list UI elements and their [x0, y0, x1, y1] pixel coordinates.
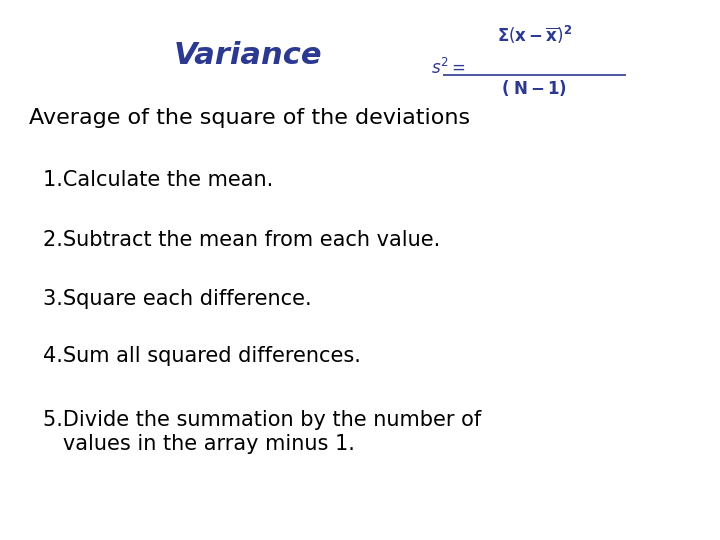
Text: 3.Square each difference.: 3.Square each difference. — [43, 289, 312, 309]
Text: 1.Calculate the mean.: 1.Calculate the mean. — [43, 170, 274, 190]
Text: 4.Sum all squared differences.: 4.Sum all squared differences. — [43, 346, 361, 366]
Text: 5.Divide the summation by the number of
   values in the array minus 1.: 5.Divide the summation by the number of … — [43, 410, 482, 454]
Text: Variance: Variance — [174, 40, 323, 70]
Text: Average of the square of the deviations: Average of the square of the deviations — [29, 108, 470, 128]
Text: $\mathbf{(\;N-1)}$: $\mathbf{(\;N-1)}$ — [501, 78, 567, 98]
Text: $s^{2}=$: $s^{2}=$ — [431, 57, 465, 78]
Text: $\mathbf{\Sigma\left(x-\overline{x}\right)^{2}}$: $\mathbf{\Sigma\left(x-\overline{x}\righ… — [497, 24, 572, 46]
Text: 2.Subtract the mean from each value.: 2.Subtract the mean from each value. — [43, 230, 441, 249]
